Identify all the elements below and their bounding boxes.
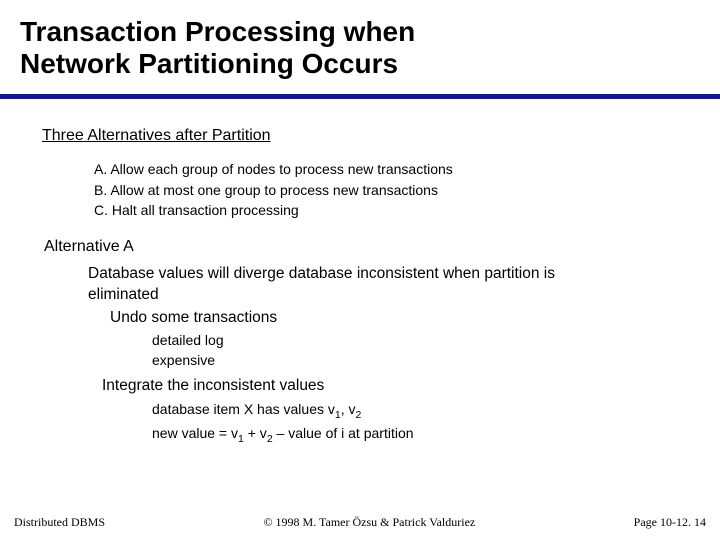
footer: Distributed DBMS © 1998 M. Tamer Özsu & … bbox=[0, 515, 720, 530]
subscript-2: 2 bbox=[356, 409, 362, 421]
list-item: database item X has values v1, v2 bbox=[152, 399, 680, 423]
int-sub2-suffix: – value of i at partition bbox=[273, 425, 414, 441]
list-item: detailed log bbox=[152, 331, 680, 351]
section1-heading: Three Alternatives after Partition bbox=[42, 127, 680, 145]
altA-integrate-sublist: database item X has values v1, v2 new va… bbox=[88, 397, 680, 447]
footer-center: © 1998 M. Tamer Özsu & Patrick Valduriez bbox=[105, 515, 634, 530]
int-sub2-prefix: new value = v bbox=[152, 425, 238, 441]
altA-para-line2: eliminated bbox=[88, 285, 680, 306]
altA-integrate-block: Integrate the inconsistent values bbox=[88, 370, 680, 397]
section2-block: Database values will diverge database in… bbox=[42, 256, 680, 447]
list-item: A. Allow each group of nodes to process … bbox=[94, 159, 680, 179]
int-sub1-mid: , v bbox=[341, 401, 356, 417]
list-item: expensive bbox=[152, 351, 680, 371]
body: Three Alternatives after Partition A. Al… bbox=[0, 99, 720, 447]
altA-undo-sublist: detailed log expensive bbox=[88, 329, 680, 370]
list-item: C. Halt all transaction processing bbox=[94, 200, 680, 220]
section2-heading: Alternative A bbox=[42, 230, 680, 256]
footer-left: Distributed DBMS bbox=[14, 515, 105, 530]
altA-para-line1: Database values will diverge database in… bbox=[88, 264, 680, 285]
altA-integrate: Integrate the inconsistent values bbox=[102, 376, 680, 397]
int-sub2-mid: + v bbox=[244, 425, 267, 441]
list-item: B. Allow at most one group to process ne… bbox=[94, 180, 680, 200]
footer-right: Page 10-12. 14 bbox=[634, 515, 706, 530]
altA-undo-block: Undo some transactions bbox=[88, 306, 680, 329]
int-sub1-prefix: database item X has values v bbox=[152, 401, 335, 417]
title-line-1: Transaction Processing when bbox=[20, 16, 700, 48]
slide: Transaction Processing when Network Part… bbox=[0, 0, 720, 540]
title-block: Transaction Processing when Network Part… bbox=[0, 0, 720, 86]
title-line-2: Network Partitioning Occurs bbox=[20, 48, 700, 80]
list-item: new value = v1 + v2 – value of i at part… bbox=[152, 423, 680, 447]
section1-heading-text: Three Alternatives after Partition bbox=[42, 127, 271, 145]
altA-undo: Undo some transactions bbox=[110, 308, 680, 329]
section1-list: A. Allow each group of nodes to process … bbox=[42, 149, 680, 230]
